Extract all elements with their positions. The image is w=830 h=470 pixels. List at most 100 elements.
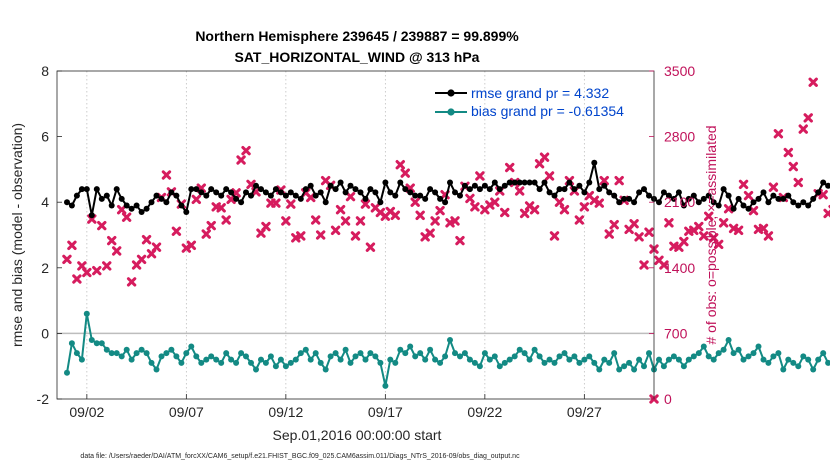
gridlines (86, 71, 585, 399)
rmse-point (377, 199, 384, 206)
obs-marker (514, 186, 525, 196)
rmse-point (382, 179, 389, 186)
bias-point (675, 356, 682, 363)
bias-point (457, 353, 463, 360)
rmse-point (88, 212, 95, 219)
rmse-point (442, 199, 449, 206)
bias-point (641, 363, 647, 370)
bias-point (357, 350, 364, 357)
rmse-point (541, 179, 548, 186)
rmse-point (103, 192, 110, 199)
rmse-point (516, 179, 523, 186)
obs-marker (604, 229, 614, 239)
bias-point (486, 356, 493, 363)
rmse-point (238, 199, 245, 206)
rmse-point (153, 192, 160, 199)
rmse-point (267, 192, 274, 199)
obs-marker (589, 195, 599, 206)
rmse-point (83, 186, 90, 193)
bias-point (715, 350, 722, 357)
obs-marker (107, 235, 117, 246)
rmse-point (626, 195, 633, 202)
bias-point (621, 363, 628, 370)
bias-point (103, 346, 110, 353)
bias-point (108, 350, 115, 357)
rmse-point (332, 186, 339, 193)
x-tick-label: 09/02 (69, 404, 104, 420)
rmse-point (815, 189, 822, 196)
bias-point (367, 350, 374, 357)
rmse-point (292, 192, 299, 199)
y-right-tick-label: 2100 (664, 194, 695, 210)
y-tick-label: 4 (41, 194, 49, 210)
rmse-point (392, 192, 399, 199)
bias-point (452, 350, 458, 357)
bias-point (223, 350, 230, 357)
bias-point (695, 350, 702, 357)
rmse-point (64, 199, 70, 206)
bias-point (352, 353, 359, 360)
obs-marker (186, 240, 197, 251)
plot-frame (56, 70, 655, 400)
y-tick-label: 2 (41, 260, 49, 276)
rmse-point (198, 189, 205, 196)
obs-marker (72, 274, 82, 284)
rmse-point (556, 186, 563, 193)
rmse-point (511, 179, 518, 186)
rmse-point (606, 189, 613, 196)
rmse-point (118, 195, 125, 202)
rmse-point (715, 202, 722, 209)
rmse-point (591, 159, 598, 166)
rmse-point (660, 189, 667, 196)
obs-marker (758, 223, 769, 234)
bias-point (506, 356, 513, 363)
obs-marker (694, 221, 704, 232)
bias-point (481, 350, 488, 357)
rmse-point (113, 186, 120, 193)
bias-point (561, 350, 568, 357)
bias-point (511, 353, 518, 360)
rmse-point (447, 179, 453, 186)
bias-point (372, 353, 379, 360)
obs-marker (97, 220, 107, 231)
obs-marker (136, 254, 147, 265)
bias-point (780, 366, 787, 373)
rmse-point (750, 199, 757, 206)
y-right-tick-label: 0 (664, 391, 672, 407)
bias-point (471, 359, 478, 366)
obs-marker (400, 168, 410, 178)
bias-point (282, 363, 289, 370)
bias-point (755, 343, 762, 350)
rmse-point (631, 199, 638, 206)
obs-marker (365, 242, 376, 252)
bias-point (501, 359, 508, 366)
obs-marker (594, 198, 604, 208)
obs-marker (733, 225, 744, 236)
obs-marker (738, 179, 749, 190)
obs-marker (713, 239, 724, 250)
bias-point (606, 359, 613, 366)
rmse-point (641, 186, 647, 193)
bias-point (392, 359, 399, 366)
rmse-point (795, 202, 802, 209)
rmse-point (193, 186, 200, 193)
bias-point (800, 353, 807, 360)
bias-point (387, 356, 394, 363)
obs-marker (330, 225, 341, 236)
rmse-point (307, 182, 314, 189)
rmse-point (73, 192, 80, 199)
rmse-point (621, 195, 628, 202)
rmse-point (183, 209, 190, 215)
rmse-point (710, 199, 717, 206)
rmse-point (397, 179, 404, 186)
bias-point (78, 356, 85, 363)
obs-marker (415, 210, 425, 221)
bias-point (362, 356, 369, 363)
obs-marker (659, 260, 669, 270)
obs-marker (490, 197, 500, 207)
bias-point (83, 310, 90, 317)
rmse-point (357, 189, 364, 196)
obs-marker (281, 216, 291, 226)
bias-point (710, 356, 717, 363)
rmse-point (765, 199, 772, 206)
